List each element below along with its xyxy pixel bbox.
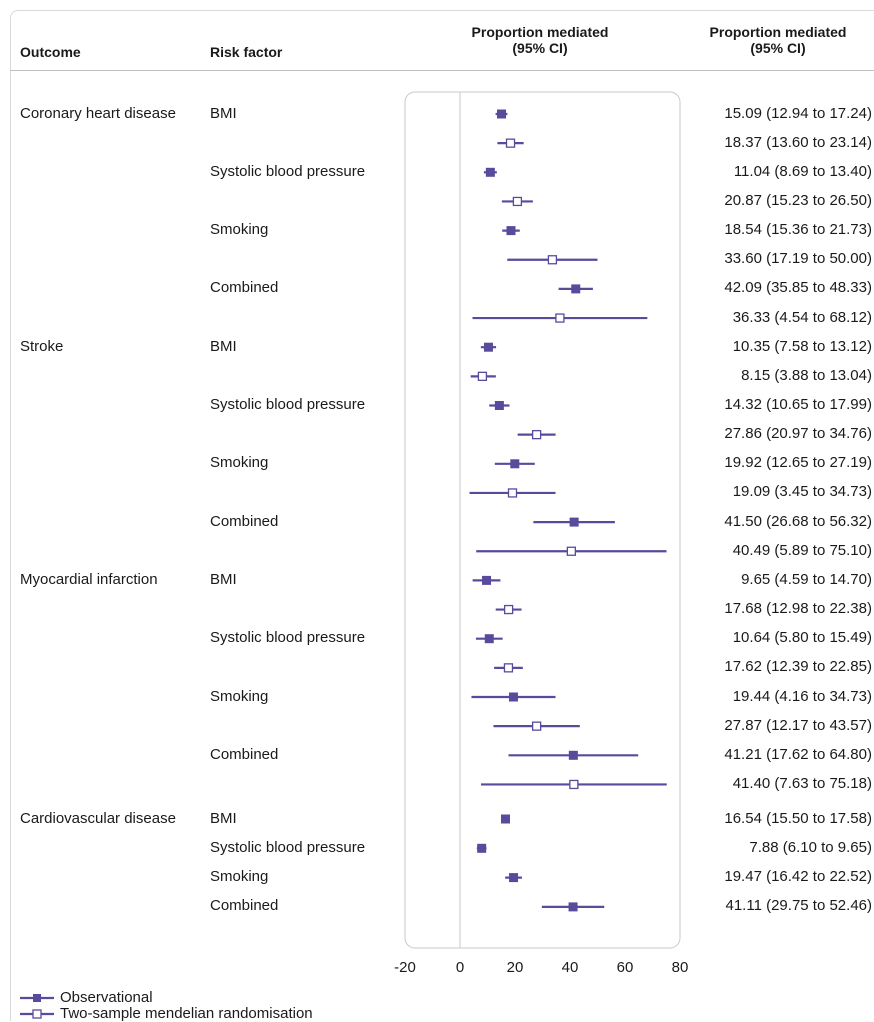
legend-observational-label: Observational bbox=[60, 989, 153, 1006]
risk-factor-label: Combined bbox=[210, 897, 279, 915]
observational-marker bbox=[506, 226, 516, 236]
ci-value: 7.88 (6.10 to 9.65) bbox=[749, 838, 872, 856]
risk-factor-label: BMI bbox=[210, 570, 237, 588]
mendelian-marker bbox=[566, 546, 576, 556]
observational-marker bbox=[494, 401, 504, 410]
ci-value: 15.09 (12.94 to 17.24) bbox=[724, 104, 872, 122]
observational-marker bbox=[482, 575, 492, 585]
risk-factor-label: Systolic blood pressure bbox=[210, 162, 366, 180]
mendelian-marker bbox=[569, 779, 579, 790]
x-tick-label: 40 bbox=[562, 959, 579, 976]
header-plot: Proportion mediated (95% CI) bbox=[440, 24, 640, 56]
risk-factor-label: Combined bbox=[210, 745, 279, 763]
observational-marker bbox=[508, 692, 518, 702]
ci-value: 18.54 (15.36 to 21.73) bbox=[724, 221, 872, 239]
mendelian-marker bbox=[503, 663, 514, 673]
header-ci-line1: Proportion mediated bbox=[709, 24, 847, 40]
ci-value: 17.68 (12.98 to 22.38) bbox=[724, 600, 872, 618]
outcome-label: Cardiovascular disease bbox=[20, 809, 176, 827]
ci-value: 41.11 (29.75 to 52.46) bbox=[725, 897, 873, 915]
mendelian-marker bbox=[503, 604, 514, 615]
ci-value: 10.35 (7.58 to 13.12) bbox=[732, 337, 872, 355]
risk-factor-label: Smoking bbox=[210, 687, 269, 705]
ci-value: 27.87 (12.17 to 43.57) bbox=[724, 716, 872, 734]
mendelian-marker bbox=[507, 488, 518, 498]
header-outcome: Outcome bbox=[20, 44, 81, 60]
ci-value: 40.49 (5.89 to 75.10) bbox=[732, 541, 872, 559]
risk-factor-label: Systolic blood pressure bbox=[210, 838, 366, 856]
risk-factor-label: Systolic blood pressure bbox=[210, 629, 366, 647]
ci-value: 42.09 (35.85 to 48.33) bbox=[724, 279, 872, 297]
observational-marker bbox=[568, 750, 578, 760]
risk-factor-label: Smoking bbox=[210, 221, 269, 239]
open-square-marker-icon bbox=[20, 1009, 54, 1019]
risk-factor-label: Combined bbox=[210, 512, 279, 530]
risk-factor-label: Smoking bbox=[210, 454, 269, 472]
outcome-label: Coronary heart disease bbox=[20, 104, 176, 122]
observational-marker bbox=[510, 459, 520, 469]
observational-marker bbox=[485, 167, 495, 177]
outcome-label: Myocardial infarction bbox=[20, 570, 158, 588]
ci-value: 41.40 (7.63 to 75.18) bbox=[732, 774, 872, 792]
x-tick-label: 0 bbox=[456, 959, 464, 976]
mendelian-marker bbox=[477, 371, 488, 382]
observational-marker bbox=[477, 843, 487, 853]
mendelian-marker bbox=[505, 138, 516, 148]
observational-marker bbox=[483, 342, 493, 352]
header-plot-line1: Proportion mediated bbox=[471, 24, 609, 40]
risk-factor-label: Systolic blood pressure bbox=[210, 396, 366, 413]
x-tick-label: -20 bbox=[394, 959, 416, 976]
risk-factor-label: BMI bbox=[210, 104, 237, 122]
ci-value: 10.64 (5.80 to 15.49) bbox=[732, 629, 872, 647]
ci-value: 19.09 (3.45 to 34.73) bbox=[732, 483, 872, 501]
ci-value: 41.21 (17.62 to 64.80) bbox=[724, 745, 872, 763]
plot-frame bbox=[404, 91, 681, 949]
risk-factor-label: BMI bbox=[210, 337, 237, 355]
observational-marker bbox=[568, 902, 578, 912]
ci-value: 19.44 (4.16 to 34.73) bbox=[732, 687, 872, 705]
ci-value: 36.33 (4.54 to 68.12) bbox=[732, 308, 872, 326]
ci-value: 14.32 (10.65 to 17.99) bbox=[724, 396, 872, 413]
header-ci-line2: (95% CI) bbox=[750, 40, 806, 56]
ci-value: 16.54 (15.50 to 17.58) bbox=[724, 809, 872, 827]
mendelian-marker bbox=[531, 429, 542, 440]
mendelian-marker bbox=[547, 255, 558, 265]
header-rule bbox=[10, 70, 874, 71]
ci-value: 27.86 (20.97 to 34.76) bbox=[724, 425, 872, 443]
risk-factor-label: Combined bbox=[210, 279, 279, 297]
observational-marker bbox=[496, 109, 506, 119]
ci-value: 17.62 (12.39 to 22.85) bbox=[724, 658, 872, 676]
table-frame bbox=[10, 10, 874, 1021]
header-plot-line2: (95% CI) bbox=[512, 40, 568, 56]
observational-marker bbox=[484, 634, 494, 644]
ci-value: 19.92 (12.65 to 27.19) bbox=[724, 454, 872, 472]
ci-value: 8.15 (3.88 to 13.04) bbox=[741, 366, 872, 384]
mendelian-marker bbox=[555, 313, 565, 323]
observational-marker bbox=[509, 873, 519, 883]
outcome-label: Stroke bbox=[20, 337, 64, 355]
ci-value: 33.60 (17.19 to 50.00) bbox=[724, 250, 872, 268]
risk-factor-label: Smoking bbox=[210, 868, 269, 886]
header-risk-factor: Risk factor bbox=[210, 44, 283, 60]
ci-value: 41.50 (26.68 to 56.32) bbox=[724, 512, 872, 530]
x-tick-label: 20 bbox=[507, 959, 524, 976]
header-ci: Proportion mediated (95% CI) bbox=[684, 24, 872, 56]
risk-factor-label: BMI bbox=[210, 809, 237, 827]
mendelian-marker bbox=[531, 721, 542, 731]
ci-value: 18.37 (13.60 to 23.14) bbox=[724, 133, 872, 151]
mendelian-marker bbox=[512, 196, 523, 207]
x-tick-label: 80 bbox=[672, 959, 689, 976]
ci-value: 20.87 (15.23 to 26.50) bbox=[724, 191, 872, 209]
observational-marker bbox=[571, 284, 581, 294]
observational-marker bbox=[500, 814, 510, 824]
ci-value: 9.65 (4.59 to 14.70) bbox=[741, 570, 872, 588]
observational-marker bbox=[569, 517, 579, 527]
x-tick-label: 60 bbox=[617, 959, 634, 976]
filled-square-marker-icon bbox=[20, 994, 54, 1002]
ci-value: 11.04 (8.69 to 13.40) bbox=[733, 162, 872, 180]
ci-value: 19.47 (16.42 to 22.52) bbox=[724, 868, 872, 886]
